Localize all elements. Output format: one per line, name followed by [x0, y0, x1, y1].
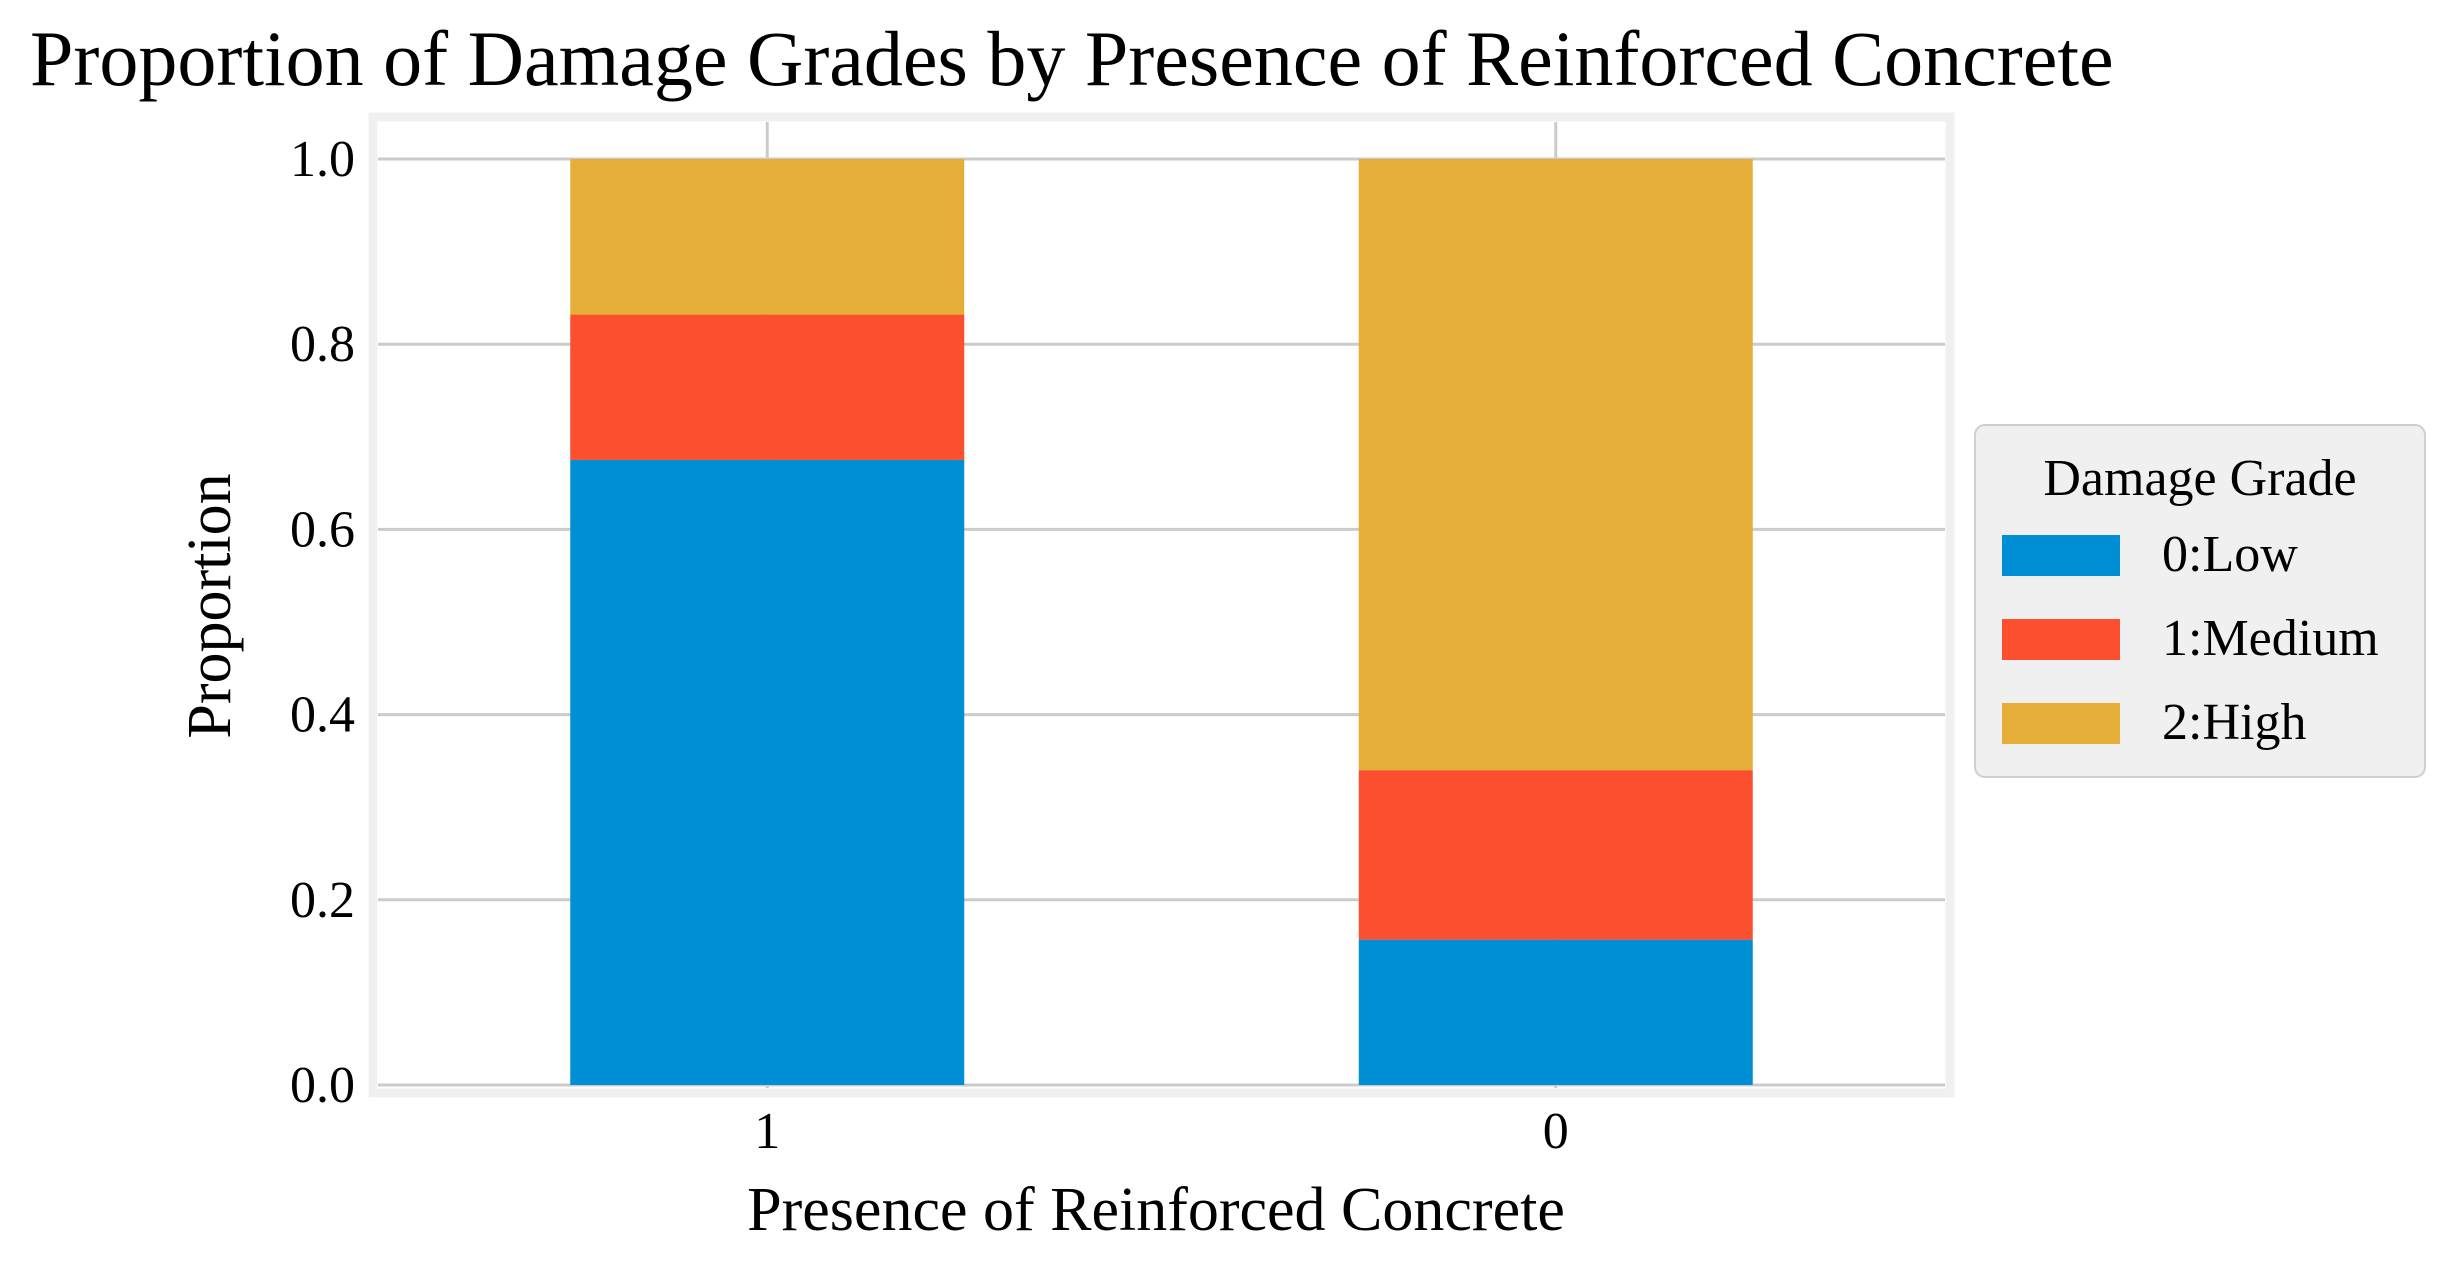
legend: Damage Grade 0:Low 1:Medium 2:High — [1974, 424, 2426, 778]
legend-swatch — [2002, 535, 2120, 576]
y-axis-label: Proportion — [176, 473, 244, 738]
legend-box — [1974, 424, 2426, 778]
legend-label: 1:Medium — [2162, 610, 2379, 667]
y-tick-label: 0.4 — [290, 687, 355, 744]
legend-swatch — [2002, 703, 2120, 744]
bar-segment-0-low-cat-0 — [1358, 939, 1753, 1085]
legend-label: 0:Low — [2162, 526, 2298, 583]
bar-segment-1-medium-cat-1 — [570, 314, 965, 460]
y-tick-label: 0.2 — [290, 872, 355, 929]
bar-segment-2-high-cat-1 — [570, 159, 965, 315]
y-tick-label: 1.0 — [290, 131, 355, 188]
y-tick-label: 0.8 — [290, 316, 355, 373]
bar-segment-1-medium-cat-0 — [1358, 770, 1753, 940]
legend-label: 2:High — [2162, 694, 2306, 751]
chart-title: Proportion of Damage Grades by Presence … — [30, 15, 2114, 102]
legend-swatch — [2002, 619, 2120, 660]
bar-segment-2-high-cat-0 — [1358, 159, 1753, 771]
y-tick-label: 0.6 — [290, 501, 355, 558]
bar-segment-0-low-cat-1 — [570, 459, 965, 1085]
y-tick-label: 0.0 — [290, 1057, 355, 1114]
x-axis-label: Presence of Reinforced Concrete — [747, 1176, 1565, 1244]
x-tick-label: 0 — [1543, 1103, 1569, 1160]
legend-title: Damage Grade — [2043, 450, 2356, 507]
tick-labels: 0.0 0.2 0.4 0.6 0.8 1.0 1 0 — [290, 131, 1569, 1160]
plot-area — [368, 112, 1955, 1098]
x-tick-label: 1 — [754, 1103, 780, 1160]
